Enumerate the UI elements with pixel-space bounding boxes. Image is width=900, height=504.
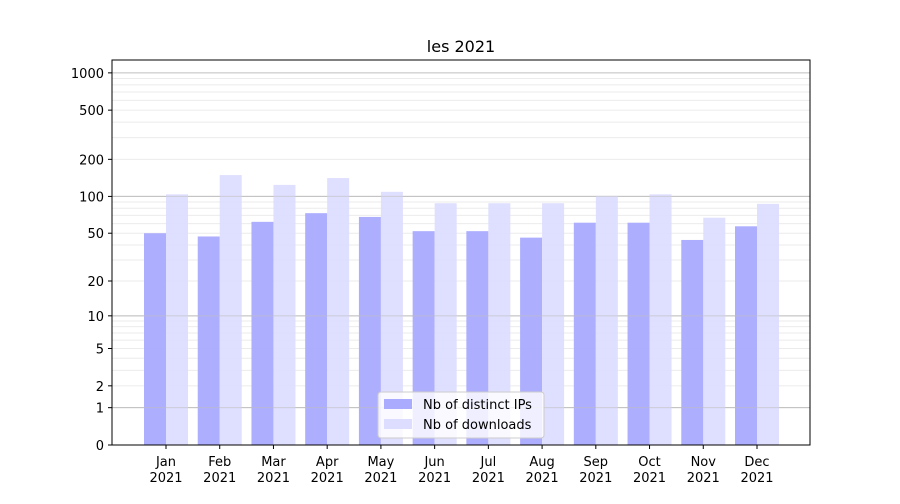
y-tick-label: 5 [96, 342, 104, 357]
bar-downloads [434, 203, 457, 445]
bar-distinct-ips [305, 213, 328, 445]
bar-distinct-ips [735, 226, 757, 445]
x-tick-label: Sep [584, 455, 609, 470]
bar-distinct-ips [681, 239, 704, 445]
bar-downloads [273, 184, 296, 445]
x-tick-label: 2021 [149, 471, 182, 486]
x-tick-label: Feb [208, 455, 231, 470]
y-tick-label: 2 [96, 380, 104, 395]
bar-downloads [703, 217, 726, 445]
x-tick-label: 2021 [311, 471, 344, 486]
bar-downloads [380, 191, 403, 445]
y-axis: 0 1 2 5 10 20 50 100 200 500 1000 [71, 67, 112, 454]
bar-distinct-ips [358, 216, 381, 445]
x-tick-label: 2021 [526, 471, 559, 486]
bar-distinct-ips [573, 222, 596, 445]
plot-frame [111, 59, 811, 446]
y-tick-label: 10 [87, 310, 104, 325]
bar-distinct-ips [197, 236, 220, 445]
bar-downloads [219, 175, 242, 445]
legend-swatch [384, 419, 412, 429]
x-tick-label: Jul [480, 455, 497, 470]
y-tick-label: 1000 [71, 67, 104, 82]
x-tick-label: 2021 [687, 471, 720, 486]
bar-downloads [488, 203, 511, 445]
x-tick-label: 2021 [633, 471, 666, 486]
x-tick-label: 2021 [740, 471, 773, 486]
legend: Nb of distinct IPs Nb of downloads [377, 391, 545, 439]
y-tick-label: 500 [79, 104, 104, 119]
x-tick-label: 2021 [418, 471, 451, 486]
bar-downloads [166, 194, 188, 445]
bar-downloads [542, 203, 565, 445]
x-tick-label: Mar [261, 455, 286, 470]
x-tick-label: 2021 [203, 471, 236, 486]
bar-downloads [595, 195, 618, 445]
x-tick-label: 2021 [472, 471, 505, 486]
x-tick-label: Apr [316, 455, 339, 470]
x-tick-label: Jun [423, 455, 444, 470]
chart-title: les 2021 [427, 37, 495, 56]
x-tick-label: Jan [155, 455, 176, 470]
y-tick-label: 1 [96, 402, 104, 417]
x-tick-label: Aug [529, 455, 554, 470]
bar-distinct-ips [251, 221, 274, 445]
x-tick-label: May [367, 455, 394, 470]
legend-label: Nb of downloads [423, 418, 532, 433]
legend-box [377, 391, 545, 439]
y-tick-label: 0 [96, 439, 104, 454]
y-tick-label: 50 [87, 227, 104, 242]
bar-downloads [649, 194, 672, 445]
x-tick-label: 2021 [364, 471, 397, 486]
y-tick-label: 20 [87, 275, 104, 290]
x-tick-label: Oct [638, 455, 660, 470]
legend-label: Nb of distinct IPs [423, 398, 532, 413]
x-axis: Jan2021Feb2021Mar2021Apr2021May2021Jun20… [149, 445, 774, 486]
bar-distinct-ips [144, 233, 166, 445]
x-tick-label: Dec [744, 455, 769, 470]
x-tick-label: 2021 [579, 471, 612, 486]
x-tick-label: Nov [691, 455, 717, 470]
bar-downloads [327, 178, 350, 446]
bar-distinct-ips [627, 222, 650, 445]
bar-downloads [757, 203, 779, 445]
legend-swatch [384, 399, 412, 409]
y-tick-label: 200 [79, 153, 104, 168]
x-tick-label: 2021 [257, 471, 290, 486]
y-tick-label: 100 [79, 190, 104, 205]
